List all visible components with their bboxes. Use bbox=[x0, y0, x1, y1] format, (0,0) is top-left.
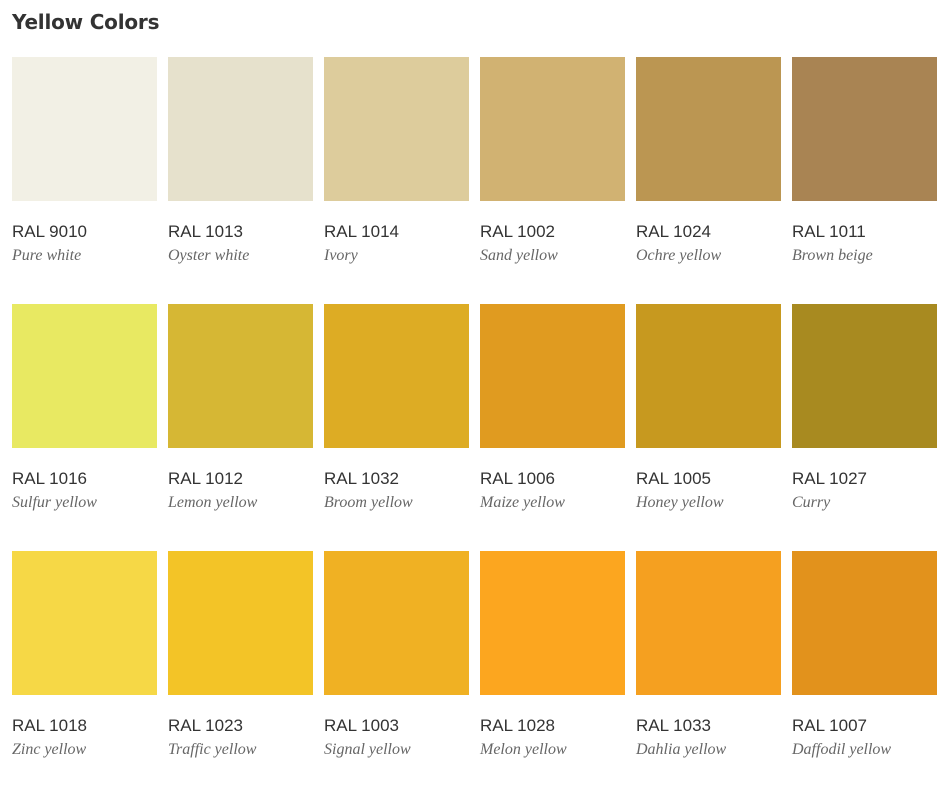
color-name: Lemon yellow bbox=[168, 494, 258, 511]
color-code: RAL 1002 bbox=[480, 222, 555, 241]
color-name: Signal yellow bbox=[324, 741, 411, 758]
color-code: RAL 1027 bbox=[792, 469, 867, 488]
color-code: RAL 1005 bbox=[636, 469, 711, 488]
color-code: RAL 1028 bbox=[480, 716, 555, 735]
color-name: Curry bbox=[792, 494, 831, 511]
color-code: RAL 1014 bbox=[324, 222, 399, 241]
color-swatch[interactable] bbox=[636, 551, 781, 695]
color-card[interactable]: RAL 1005 Honey yellow bbox=[636, 304, 781, 551]
color-swatch[interactable] bbox=[12, 304, 157, 448]
color-card[interactable]: RAL 1024 Ochre yellow bbox=[636, 57, 781, 304]
color-code: RAL 9010 bbox=[12, 222, 87, 241]
color-swatch[interactable] bbox=[168, 57, 313, 201]
color-card[interactable]: RAL 1011 Brown beige bbox=[792, 57, 937, 304]
color-swatch[interactable] bbox=[480, 57, 625, 201]
color-swatch[interactable] bbox=[12, 57, 157, 201]
color-card[interactable]: RAL 1002 Sand yellow bbox=[480, 57, 625, 304]
color-name: Brown beige bbox=[792, 247, 873, 264]
color-swatch[interactable] bbox=[324, 551, 469, 695]
color-name: Broom yellow bbox=[324, 494, 413, 511]
color-code: RAL 1006 bbox=[480, 469, 555, 488]
color-code: RAL 1012 bbox=[168, 469, 243, 488]
color-name: Pure white bbox=[12, 247, 82, 264]
color-name: Melon yellow bbox=[480, 741, 567, 758]
color-name: Ivory bbox=[324, 247, 358, 264]
color-card[interactable]: RAL 1028 Melon yellow bbox=[480, 551, 625, 798]
color-code: RAL 1024 bbox=[636, 222, 711, 241]
color-grid: RAL 9010 Pure white RAL 1013 Oyster whit… bbox=[12, 57, 937, 798]
color-name: Sulfur yellow bbox=[12, 494, 97, 511]
color-card[interactable]: RAL 9010 Pure white bbox=[12, 57, 157, 304]
color-swatch[interactable] bbox=[324, 304, 469, 448]
color-swatch[interactable] bbox=[12, 551, 157, 695]
color-code: RAL 1007 bbox=[792, 716, 867, 735]
color-card[interactable]: RAL 1032 Broom yellow bbox=[324, 304, 469, 551]
color-swatch[interactable] bbox=[792, 304, 937, 448]
color-name: Sand yellow bbox=[480, 247, 558, 264]
color-code: RAL 1011 bbox=[792, 222, 866, 241]
color-name: Dahlia yellow bbox=[636, 741, 727, 758]
color-card[interactable]: RAL 1018 Zinc yellow bbox=[12, 551, 157, 798]
color-swatch[interactable] bbox=[792, 57, 937, 201]
color-name: Traffic yellow bbox=[168, 741, 257, 758]
color-swatch[interactable] bbox=[792, 551, 937, 695]
color-code: RAL 1016 bbox=[12, 469, 87, 488]
color-name: Daffodil yellow bbox=[792, 741, 892, 758]
color-swatch[interactable] bbox=[324, 57, 469, 201]
color-swatch[interactable] bbox=[480, 304, 625, 448]
color-name: Zinc yellow bbox=[12, 741, 87, 758]
color-card[interactable]: RAL 1007 Daffodil yellow bbox=[792, 551, 937, 798]
page-title: Yellow Colors bbox=[12, 10, 160, 34]
color-card[interactable]: RAL 1016 Sulfur yellow bbox=[12, 304, 157, 551]
color-card[interactable]: RAL 1003 Signal yellow bbox=[324, 551, 469, 798]
color-card[interactable]: RAL 1027 Curry bbox=[792, 304, 937, 551]
color-swatch[interactable] bbox=[480, 551, 625, 695]
color-code: RAL 1018 bbox=[12, 716, 87, 735]
color-card[interactable]: RAL 1006 Maize yellow bbox=[480, 304, 625, 551]
color-code: RAL 1032 bbox=[324, 469, 399, 488]
color-name: Oyster white bbox=[168, 247, 250, 264]
color-name: Maize yellow bbox=[480, 494, 565, 511]
color-swatch[interactable] bbox=[168, 551, 313, 695]
color-card[interactable]: RAL 1014 Ivory bbox=[324, 57, 469, 304]
color-code: RAL 1013 bbox=[168, 222, 243, 241]
color-card[interactable]: RAL 1023 Traffic yellow bbox=[168, 551, 313, 798]
color-card[interactable]: RAL 1033 Dahlia yellow bbox=[636, 551, 781, 798]
color-swatch[interactable] bbox=[168, 304, 313, 448]
color-card[interactable]: RAL 1013 Oyster white bbox=[168, 57, 313, 304]
color-code: RAL 1023 bbox=[168, 716, 243, 735]
color-swatch[interactable] bbox=[636, 304, 781, 448]
color-code: RAL 1003 bbox=[324, 716, 399, 735]
color-name: Honey yellow bbox=[636, 494, 724, 511]
color-name: Ochre yellow bbox=[636, 247, 722, 264]
color-card[interactable]: RAL 1012 Lemon yellow bbox=[168, 304, 313, 551]
color-code: RAL 1033 bbox=[636, 716, 711, 735]
color-swatch[interactable] bbox=[636, 57, 781, 201]
